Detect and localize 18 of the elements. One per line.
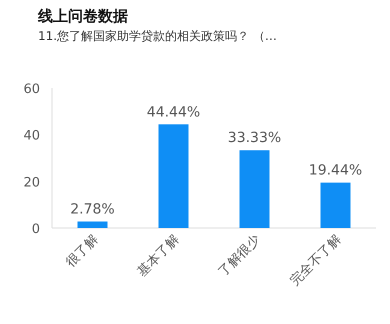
bar — [158, 124, 188, 228]
data-label: 2.78% — [70, 202, 115, 218]
data-label: 33.33% — [228, 130, 282, 146]
bar — [240, 150, 270, 228]
data-label: 44.44% — [146, 104, 200, 120]
y-tick-label: 40 — [23, 128, 40, 144]
y-tick-label: 60 — [23, 82, 40, 97]
bar — [78, 222, 108, 228]
bar — [320, 182, 350, 228]
title: 线上问卷数据 — [38, 7, 128, 25]
y-tick-label: 0 — [32, 222, 40, 237]
x-tick-label: 基本了解 — [134, 232, 182, 280]
data-label: 19.44% — [308, 162, 362, 179]
y-tick-label: 20 — [23, 175, 40, 190]
subtitle: 11.您了解国家助学贷款的相关政策吗？ （… — [38, 29, 277, 43]
x-tick-label: 很了解 — [63, 232, 102, 270]
x-tick-label: 完全不了解 — [287, 232, 344, 289]
x-tick-label: 了解很少 — [216, 232, 264, 280]
